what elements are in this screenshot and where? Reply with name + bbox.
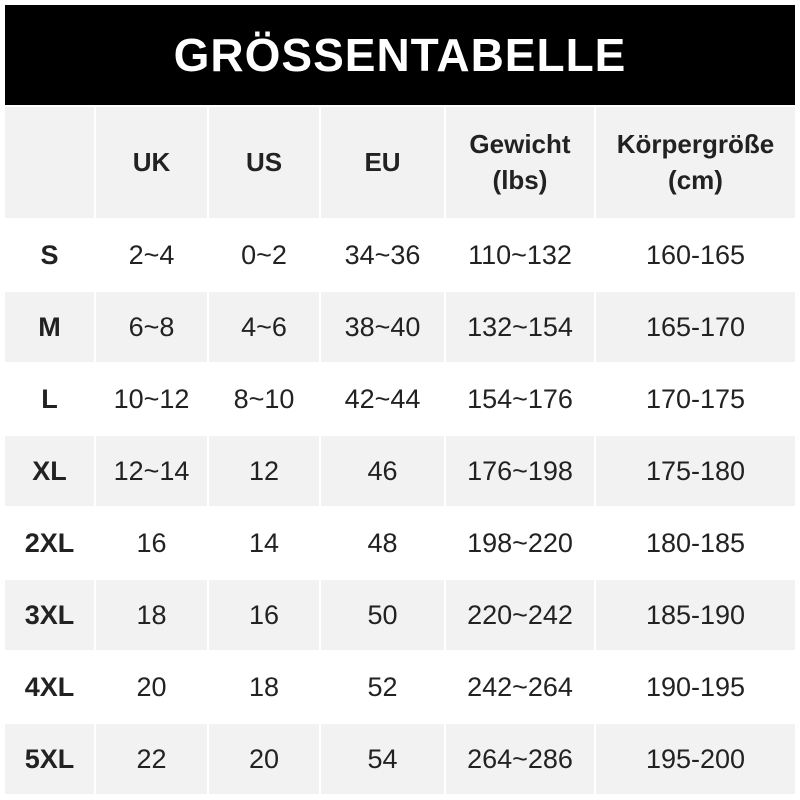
size-label: M [5, 292, 94, 362]
table-cell: 52 [321, 652, 444, 722]
column-header: US [209, 107, 319, 218]
table-cell: 18 [209, 652, 319, 722]
column-header-line: Körpergröße [616, 129, 775, 160]
size-label: 5XL [5, 724, 94, 794]
table-cell: 6~8 [96, 292, 207, 362]
column-header-line: Gewicht [469, 129, 571, 160]
table-cell: 242~264 [446, 652, 594, 722]
table-cell: 2~4 [96, 220, 207, 290]
table-cell: 110~132 [446, 220, 594, 290]
size-label: 3XL [5, 580, 94, 650]
table-cell: 20 [96, 652, 207, 722]
column-header-line: (lbs) [492, 164, 548, 195]
table-cell: 48 [321, 508, 444, 578]
table-cell: 18 [96, 580, 207, 650]
size-label: L [5, 364, 94, 434]
table-cell: 132~154 [446, 292, 594, 362]
column-header-line: EU [364, 146, 401, 177]
table-cell: 12 [209, 436, 319, 506]
table-cell: 175-180 [596, 436, 795, 506]
column-header [5, 107, 94, 218]
table-cell: 16 [96, 508, 207, 578]
column-header: Körpergröße (cm) [596, 107, 795, 218]
column-header-line: US [245, 146, 283, 177]
size-label: S [5, 220, 94, 290]
column-header: EU [321, 107, 444, 218]
table-cell: 8~10 [209, 364, 319, 434]
table-cell: 198~220 [446, 508, 594, 578]
table-cell: 42~44 [321, 364, 444, 434]
table-cell: 4~6 [209, 292, 319, 362]
table-cell: 154~176 [446, 364, 594, 434]
table-cell: 20 [209, 724, 319, 794]
table-cell: 195-200 [596, 724, 795, 794]
table-cell: 10~12 [96, 364, 207, 434]
table-cell: 220~242 [446, 580, 594, 650]
table-cell: 14 [209, 508, 319, 578]
table-cell: 34~36 [321, 220, 444, 290]
size-label: 4XL [5, 652, 94, 722]
table-cell: 170-175 [596, 364, 795, 434]
size-table: UK US EU Gewicht (lbs) Körpergröße (cm) S 2~4 0~2… [5, 107, 795, 796]
table-cell: 38~40 [321, 292, 444, 362]
size-label: XL [5, 436, 94, 506]
table-cell: 46 [321, 436, 444, 506]
table-cell: 264~286 [446, 724, 594, 794]
table-cell: 22 [96, 724, 207, 794]
table-cell: 160-165 [596, 220, 795, 290]
table-cell: 50 [321, 580, 444, 650]
column-header: UK [96, 107, 207, 218]
table-cell: 16 [209, 580, 319, 650]
page-title: GRÖSSENTABELLE [5, 5, 795, 105]
table-cell: 190-195 [596, 652, 795, 722]
table-cell: 12~14 [96, 436, 207, 506]
column-header-line: (cm) [668, 164, 723, 195]
table-cell: 54 [321, 724, 444, 794]
size-label: 2XL [5, 508, 94, 578]
table-cell: 180-185 [596, 508, 795, 578]
column-header: Gewicht (lbs) [446, 107, 594, 218]
table-cell: 165-170 [596, 292, 795, 362]
column-header-line: UK [132, 146, 171, 177]
table-cell: 176~198 [446, 436, 594, 506]
table-cell: 185-190 [596, 580, 795, 650]
table-cell: 0~2 [209, 220, 319, 290]
